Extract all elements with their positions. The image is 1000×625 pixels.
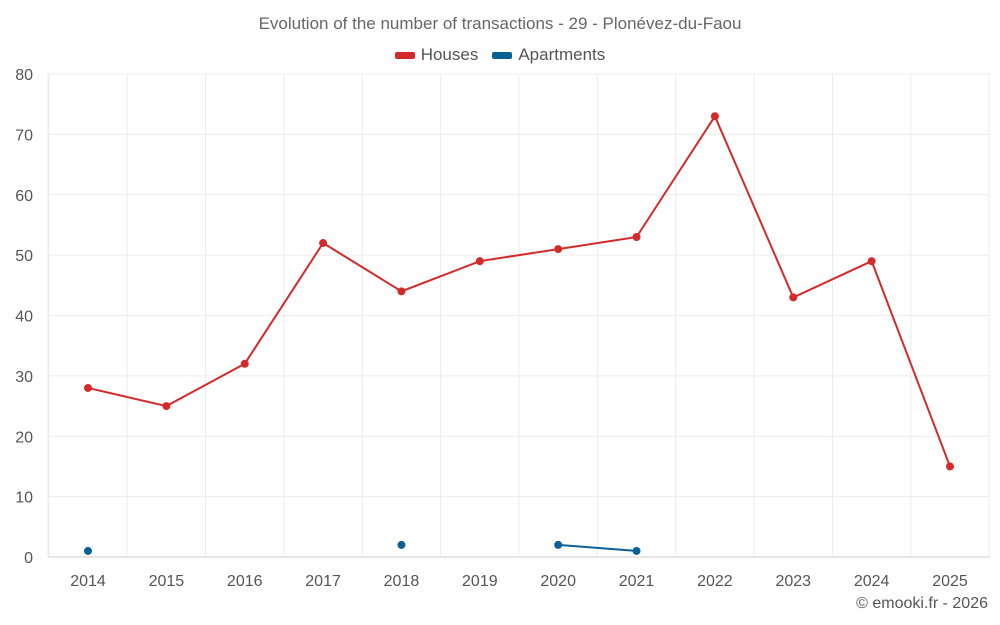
data-point-houses xyxy=(475,257,484,266)
data-point-houses xyxy=(946,462,954,471)
x-tick-label: 2024 xyxy=(854,573,890,590)
data-point-houses xyxy=(319,239,328,248)
chart-legend: Houses Apartments xyxy=(0,45,1000,65)
x-tick-label: 2017 xyxy=(305,573,341,590)
data-point-houses xyxy=(789,293,798,302)
data-point-houses xyxy=(710,112,719,121)
data-point-apartments xyxy=(554,540,563,549)
data-point-apartments xyxy=(397,540,406,549)
series-line-apartments xyxy=(558,543,637,552)
data-point-houses xyxy=(397,287,406,296)
x-tick-label: 2022 xyxy=(697,573,733,590)
data-point-houses xyxy=(554,245,563,254)
y-tick-label: 40 xyxy=(15,309,33,326)
data-point-houses xyxy=(632,233,641,242)
y-tick-label: 60 xyxy=(15,188,33,205)
x-tick-label: 2020 xyxy=(540,573,576,590)
y-tick-label: 50 xyxy=(15,248,33,265)
x-tick-label: 2019 xyxy=(462,573,498,590)
data-point-houses xyxy=(867,257,876,266)
data-point-apartments xyxy=(84,546,92,555)
legend-label-apartments: Apartments xyxy=(518,45,606,64)
y-tick-label: 10 xyxy=(15,490,33,507)
x-tick-label: 2023 xyxy=(775,573,811,590)
legend-label-houses: Houses xyxy=(420,45,479,64)
x-tick-label: 2021 xyxy=(619,573,655,590)
x-tick-label: 2014 xyxy=(70,573,106,590)
copyright-text: © emooki.fr - 2026 xyxy=(856,595,988,612)
data-point-houses xyxy=(84,383,92,392)
data-point-houses xyxy=(240,359,249,368)
legend-item-apartments[interactable]: Apartments xyxy=(492,45,605,65)
y-tick-label: 0 xyxy=(24,550,33,567)
legend-swatch-houses xyxy=(394,51,415,59)
x-tick-label: 2015 xyxy=(149,573,185,590)
x-tick-label: 2016 xyxy=(227,573,263,590)
y-tick-label: 70 xyxy=(15,127,33,144)
legend-swatch-apartments xyxy=(492,51,513,59)
y-tick-label: 80 xyxy=(15,67,33,84)
x-tick-label: 2018 xyxy=(384,573,420,590)
legend-item-houses[interactable]: Houses xyxy=(394,45,479,65)
x-tick-label: 2025 xyxy=(932,573,968,590)
data-point-apartments xyxy=(632,546,641,555)
chart-title: Evolution of the number of transactions … xyxy=(258,14,742,33)
series-line-houses xyxy=(87,114,951,467)
y-tick-label: 30 xyxy=(15,369,33,386)
data-point-houses xyxy=(162,402,171,411)
y-tick-label: 20 xyxy=(15,429,33,446)
